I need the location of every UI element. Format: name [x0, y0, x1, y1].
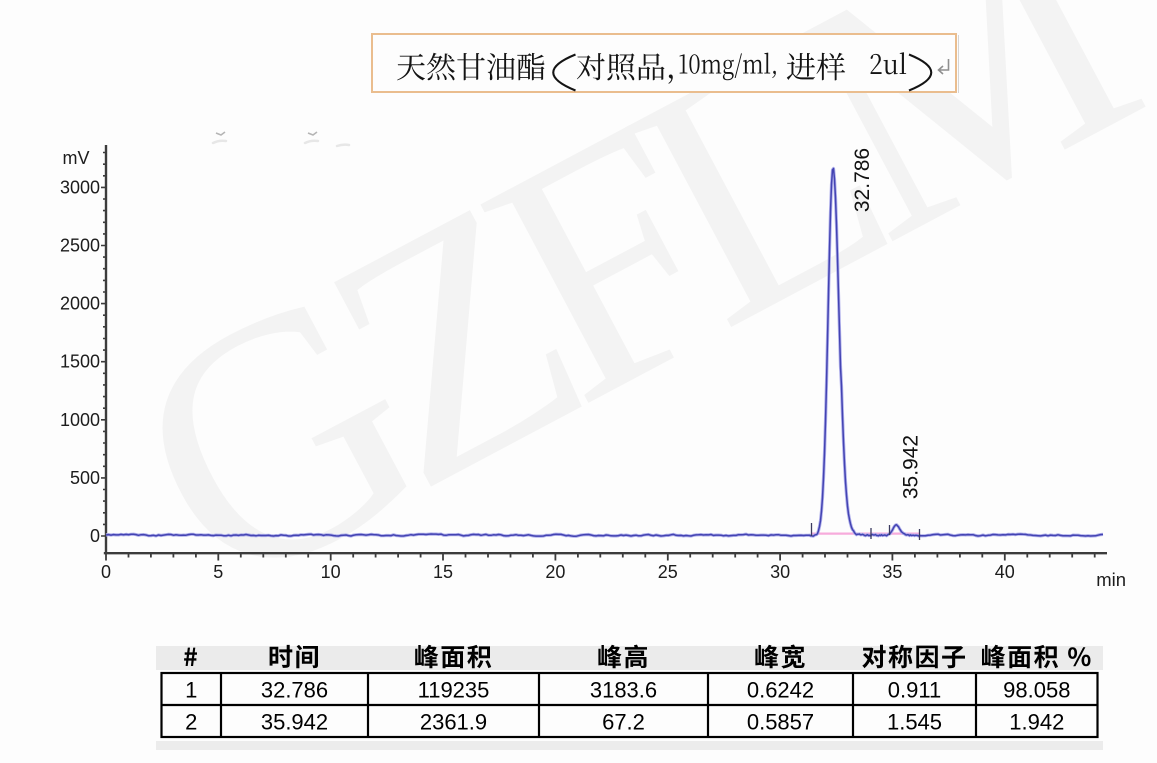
- svg-text:1.942: 1.942: [1009, 710, 1064, 735]
- svg-text:30: 30: [770, 562, 790, 582]
- svg-text:0: 0: [90, 526, 100, 546]
- svg-text:32.786: 32.786: [851, 148, 874, 212]
- svg-text:5: 5: [213, 562, 223, 582]
- svg-text:2500: 2500: [60, 236, 100, 256]
- svg-text:3000: 3000: [60, 177, 100, 197]
- svg-text:0.5857: 0.5857: [747, 710, 814, 735]
- svg-text:1: 1: [185, 678, 197, 703]
- svg-text:67.2: 67.2: [602, 710, 645, 735]
- svg-text:98.058: 98.058: [1003, 678, 1070, 703]
- svg-text:2000: 2000: [60, 294, 100, 314]
- svg-text:1000: 1000: [60, 410, 100, 430]
- svg-text:25: 25: [658, 562, 678, 582]
- svg-text:10: 10: [321, 562, 341, 582]
- svg-text:1.545: 1.545: [887, 710, 942, 735]
- svg-text:500: 500: [70, 468, 100, 488]
- svg-text:min: min: [1096, 569, 1126, 590]
- svg-text:1500: 1500: [60, 352, 100, 372]
- svg-text:20: 20: [545, 562, 565, 582]
- svg-text:2: 2: [185, 710, 197, 735]
- svg-text:2361.9: 2361.9: [420, 710, 487, 735]
- svg-text:0.911: 0.911: [888, 678, 941, 703]
- svg-text:0: 0: [101, 562, 111, 582]
- svg-text:15: 15: [433, 562, 453, 582]
- svg-text:35.942: 35.942: [900, 435, 923, 499]
- svg-text:3183.6: 3183.6: [590, 678, 657, 703]
- svg-text:119235: 119235: [418, 678, 490, 703]
- svg-text:mV: mV: [63, 148, 90, 168]
- svg-text:35: 35: [882, 562, 902, 582]
- svg-text:0.6242: 0.6242: [747, 678, 814, 703]
- svg-text:32.786: 32.786: [261, 678, 328, 703]
- svg-text:35.942: 35.942: [261, 710, 328, 735]
- svg-text:40: 40: [995, 562, 1015, 582]
